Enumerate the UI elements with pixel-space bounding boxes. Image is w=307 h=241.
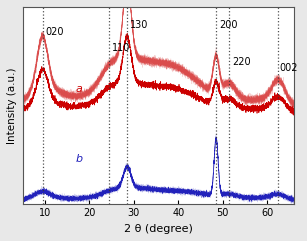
- Text: 220: 220: [232, 57, 251, 67]
- X-axis label: 2 θ (degree): 2 θ (degree): [124, 224, 193, 234]
- Y-axis label: Intensity (a.u.): Intensity (a.u.): [7, 67, 17, 144]
- Text: 002: 002: [280, 62, 298, 73]
- Text: b: b: [76, 154, 83, 164]
- Text: a: a: [76, 84, 83, 94]
- Text: 110: 110: [112, 43, 130, 54]
- Text: 130: 130: [130, 20, 148, 30]
- Text: 020: 020: [46, 27, 64, 37]
- Text: 200: 200: [219, 20, 237, 30]
